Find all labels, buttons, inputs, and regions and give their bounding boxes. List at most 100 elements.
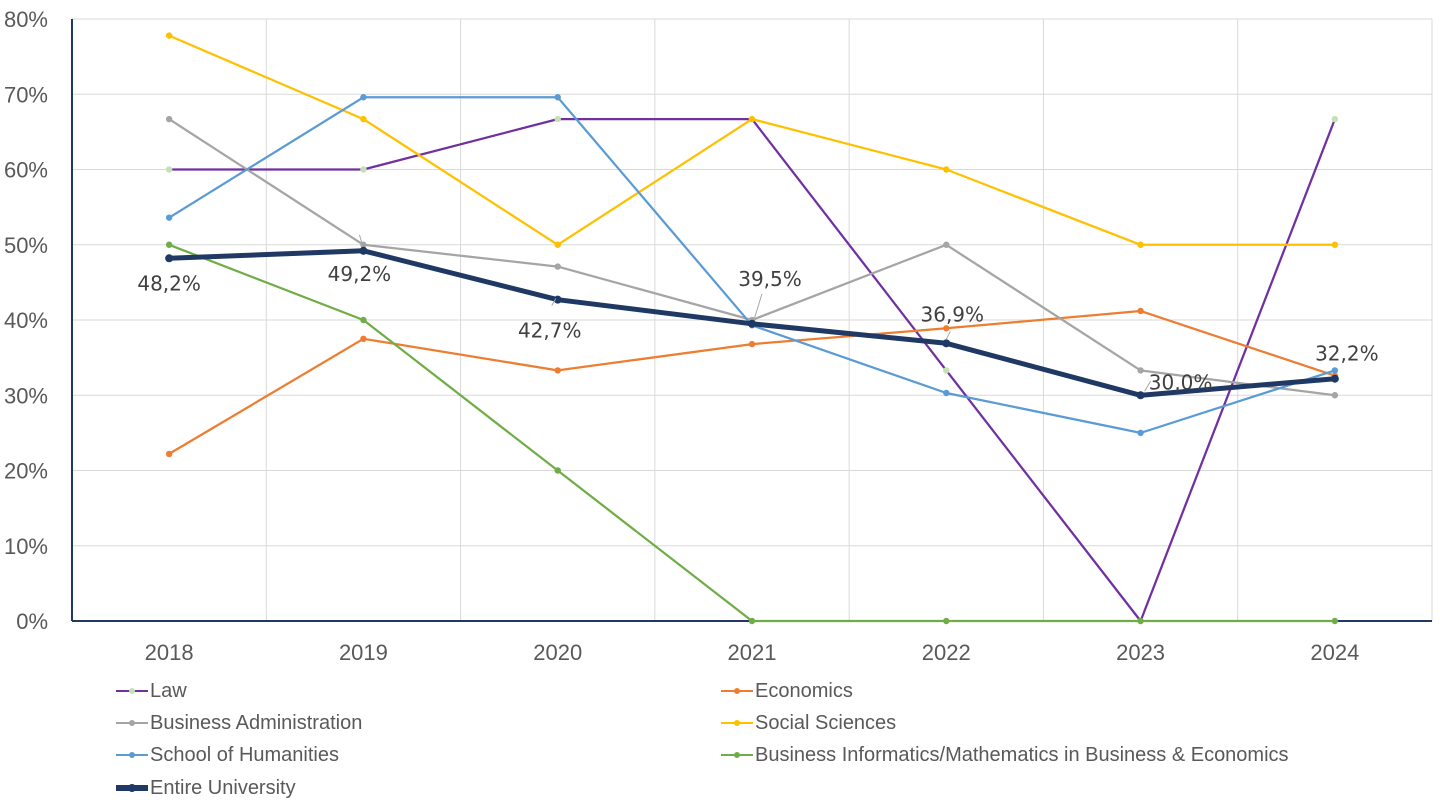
- data-point-business-informatics-mathematics-in-business-economics: [360, 316, 367, 324]
- data-labels: 48,2% 49,2% 42,7% 39,5% 36,9% 30,0% 32,2%: [137, 234, 1379, 394]
- data-point-business-informatics-mathematics-in-business-economics: [1137, 617, 1144, 625]
- legend-key-school-of-humanities: [116, 741, 150, 769]
- data-point-entire-university: [553, 295, 562, 304]
- data-label-leader: [1144, 380, 1152, 392]
- data-point-business-informatics-mathematics-in-business-economics: [1331, 617, 1339, 625]
- data-point-school-of-humanities: [165, 214, 173, 221]
- data-label-leader: [551, 298, 557, 306]
- legend-item-social-sciences[interactable]: Social Sciences: [721, 709, 896, 737]
- data-point-entire-university: [1136, 391, 1145, 400]
- data-point-law: [165, 166, 173, 173]
- data-point-entire-university: [165, 254, 174, 263]
- data-label: 49,2%: [328, 262, 392, 286]
- data-label: 48,2%: [137, 271, 201, 295]
- data-label: 32,2%: [1315, 342, 1379, 366]
- y-tick-label: 80%: [4, 7, 48, 32]
- legend-label-business-administration: Business Administration: [150, 711, 363, 734]
- data-label-leader: [753, 293, 763, 320]
- data-point-economics: [1137, 307, 1144, 315]
- legend-item-business-informatics[interactable]: Business Informatics/Mathematics in Busi…: [721, 741, 1289, 769]
- x-tick-label: 2021: [728, 640, 777, 665]
- series-business-administration: [165, 115, 1339, 399]
- series-social-sciences: [165, 32, 1339, 248]
- data-point-economics: [360, 335, 367, 343]
- y-tick-label: 0%: [16, 609, 48, 634]
- legend-key-entire-university: [116, 774, 150, 802]
- legend-label-law: Law: [150, 679, 187, 702]
- data-point-school-of-humanities: [554, 94, 561, 101]
- data-label: 36,9%: [921, 302, 985, 326]
- data-point-economics: [943, 325, 950, 332]
- data-point-business-informatics-mathematics-in-business-economics: [165, 241, 173, 248]
- y-tick-label: 20%: [4, 459, 48, 484]
- data-point-business-administration: [1331, 392, 1339, 399]
- data-point-business-administration: [165, 115, 173, 123]
- data-point-economics: [165, 450, 173, 458]
- x-tick-label: 2024: [1310, 640, 1359, 665]
- legend-item-business-administration[interactable]: Business Administration: [116, 709, 362, 737]
- data-label: 42,7%: [518, 319, 582, 343]
- data-point-law: [1331, 115, 1339, 123]
- data-point-law: [554, 115, 561, 123]
- data-point-social-sciences: [943, 166, 950, 173]
- legend-item-law[interactable]: Law: [116, 677, 187, 705]
- y-tick-label: 60%: [4, 158, 48, 183]
- series-line-business-informatics-mathematics-in-business-economics: [167, 243, 1337, 623]
- data-label: 39,5%: [738, 267, 802, 291]
- data-point-entire-university: [1330, 374, 1339, 383]
- data-point-business-administration: [1137, 367, 1144, 374]
- y-tick-label: 30%: [4, 383, 48, 408]
- y-tick-label: 40%: [4, 308, 48, 333]
- data-point-social-sciences: [554, 241, 561, 248]
- legend-key-social-sciences: [721, 709, 755, 737]
- data-point-economics: [748, 340, 756, 348]
- series-business-informatics-mathematics-in-business-economics: [165, 241, 1339, 625]
- y-tick-label: 70%: [4, 82, 48, 107]
- data-point-school-of-humanities: [943, 389, 950, 397]
- x-tick-label: 2023: [1116, 640, 1165, 665]
- x-tick-label: 2019: [339, 640, 388, 665]
- data-point-school-of-humanities: [1331, 367, 1339, 374]
- data-label-leader: [358, 234, 363, 245]
- data-point-law: [943, 367, 950, 374]
- data-point-school-of-humanities: [1137, 429, 1144, 437]
- legend-item-economics[interactable]: Economics: [721, 677, 853, 705]
- data-point-business-administration: [554, 263, 561, 270]
- x-tick-label: 2022: [922, 640, 971, 665]
- legend-label-school-of-humanities: School of Humanities: [150, 743, 339, 766]
- y-tick-label: 10%: [4, 534, 48, 559]
- data-point-social-sciences: [748, 115, 756, 123]
- legend-item-entire-university[interactable]: Entire University: [116, 774, 296, 802]
- data-point-law: [360, 166, 367, 173]
- legend-label-social-sciences: Social Sciences: [755, 711, 897, 734]
- data-point-entire-university: [359, 246, 368, 255]
- data-point-business-administration: [943, 241, 950, 248]
- series-line-business-administration: [167, 117, 1337, 397]
- x-tick-label: 2018: [145, 640, 194, 665]
- legend-label-entire-university: Entire University: [150, 776, 296, 799]
- series-line-social-sciences: [167, 34, 1337, 246]
- x-tick-label: 2020: [533, 640, 582, 665]
- data-point-social-sciences: [165, 32, 173, 39]
- legend-key-law: [116, 677, 150, 705]
- data-point-social-sciences: [360, 115, 367, 123]
- data-point-entire-university: [748, 319, 756, 328]
- axes: 0% 10% 20% 30% 40% 50% 60% 70% 80% 2018 2019 2020 20…: [4, 7, 1432, 665]
- series-layer: [165, 32, 1339, 625]
- legend-key-business-informatics: [721, 741, 755, 769]
- data-point-business-informatics-mathematics-in-business-economics: [943, 617, 950, 625]
- data-point-social-sciences: [1137, 241, 1144, 248]
- data-point-business-informatics-mathematics-in-business-economics: [748, 617, 756, 625]
- series-entire-university: [165, 246, 1339, 400]
- data-point-business-informatics-mathematics-in-business-economics: [554, 467, 561, 474]
- data-point-school-of-humanities: [360, 94, 367, 101]
- legend-item-school-of-humanities[interactable]: School of Humanities: [116, 741, 339, 769]
- legend-label-economics: Economics: [755, 679, 853, 702]
- legend-label-business-informatics: Business Informatics/Mathematics in Busi…: [755, 743, 1289, 766]
- legend-key-business-administration: [116, 709, 150, 737]
- data-point-economics: [554, 367, 561, 374]
- data-point-social-sciences: [1331, 241, 1339, 248]
- data-point-entire-university: [942, 339, 951, 348]
